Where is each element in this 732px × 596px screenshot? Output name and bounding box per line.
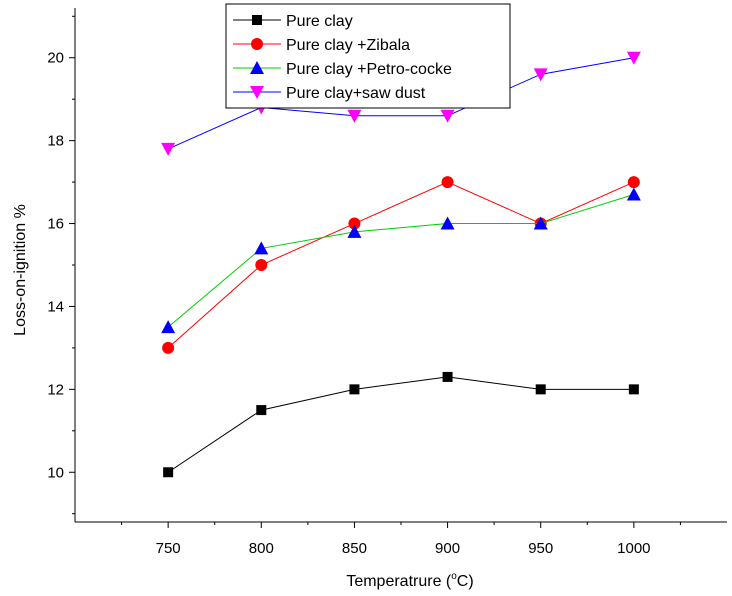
x-tick-label: 900 [435, 540, 460, 557]
y-tick-label: 16 [47, 216, 64, 233]
legend-marker [251, 38, 263, 50]
series-line [167, 181, 635, 349]
data-point [440, 216, 455, 230]
data-point [442, 371, 453, 382]
legend-item: Pure clay +Zibala [233, 37, 410, 54]
legend-marker [250, 61, 264, 74]
data-point [441, 176, 454, 189]
series-line [167, 57, 634, 150]
legend-label: Pure clay +Petro-cocke [286, 61, 452, 78]
legend-marker [252, 15, 262, 25]
data-point [627, 176, 640, 189]
y-tick-label: 18 [47, 133, 64, 150]
x-tick-label: 750 [156, 540, 181, 557]
data-point [440, 109, 455, 123]
data-point [626, 187, 641, 201]
legend-label: Pure clay [286, 13, 353, 30]
data-point [349, 384, 360, 395]
series-line [167, 194, 635, 328]
data-point [626, 51, 641, 65]
series [162, 176, 640, 354]
data-point [533, 216, 548, 230]
data-point [347, 224, 362, 238]
data-point [535, 384, 546, 395]
data-point [256, 405, 267, 416]
x-axis-label: Temperatrure (oC) [346, 571, 473, 590]
y-axis-label: Loss-on-ignition % [12, 204, 29, 336]
legend-item: Pure clay+saw dust [233, 85, 426, 102]
legend-label: Pure clay+saw dust [286, 85, 426, 102]
legend-label: Pure clay +Zibala [286, 37, 410, 54]
y-tick-label: 10 [47, 464, 64, 481]
legend-marker [250, 86, 264, 99]
y-tick-label: 20 [47, 50, 64, 67]
x-tick-label: 800 [249, 540, 274, 557]
data-point [533, 68, 548, 82]
data-point [254, 241, 269, 255]
data-point [161, 320, 176, 334]
data-point [348, 217, 361, 230]
x-tick-label: 950 [528, 540, 553, 557]
series-line [167, 376, 634, 473]
series [161, 187, 641, 334]
data-point [162, 341, 175, 354]
y-tick-label: 14 [47, 298, 64, 315]
x-axis-label-main: Temperatrure ( [346, 573, 452, 590]
data-point [161, 142, 176, 156]
legend-item: Pure clay [233, 13, 353, 30]
legend: Pure clay Pure clay +Zibala Pure clay +Pet… [225, 3, 511, 109]
series-layer [161, 51, 641, 478]
legend-box [225, 3, 511, 109]
series [163, 371, 639, 478]
x-tick-label: 850 [342, 540, 367, 557]
x-axis-label-suffix: C) [457, 573, 474, 590]
y-tick-label: 12 [47, 381, 64, 398]
legend-item: Pure clay +Petro-cocke [233, 61, 452, 78]
x-tick-label: 1000 [617, 540, 650, 557]
x-axis-label-superscript: o [451, 571, 457, 582]
data-point [628, 384, 639, 395]
data-point [163, 467, 174, 478]
data-point [347, 109, 362, 123]
data-point [255, 259, 268, 271]
axes: 750 800 850 900 950 1000 10 12 14 16 18 20 [47, 8, 727, 557]
